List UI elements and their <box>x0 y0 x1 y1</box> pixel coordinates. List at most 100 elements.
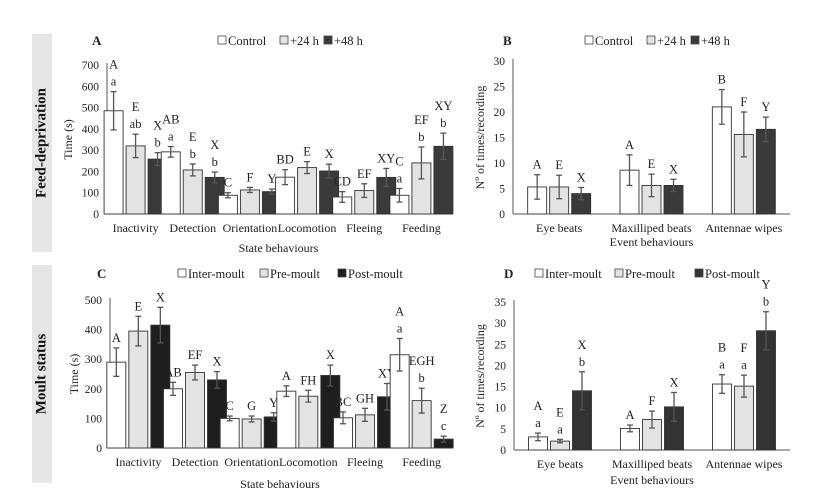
x-tick-label: Orientation <box>223 221 278 235</box>
x-axis-label: Event behaviours <box>610 473 694 487</box>
legend-label: +48 h <box>701 34 731 48</box>
significance-letter: a <box>535 416 541 430</box>
panel-label: D <box>504 266 513 281</box>
y-tick-label: 10 <box>494 158 506 170</box>
y-axis-label: Time (s) <box>67 354 81 395</box>
x-tick-label: Maxilliped beats <box>612 457 693 471</box>
bar <box>160 151 181 215</box>
legend-label: +24 h <box>290 34 320 48</box>
row-band-moult-status: Moult status <box>32 265 52 483</box>
significance-letter: b <box>440 116 446 130</box>
bar <box>298 395 319 449</box>
bar <box>239 189 260 215</box>
x-tick-label: Fleeing <box>347 455 383 469</box>
y-tick-label: 25 <box>495 339 507 351</box>
y-axis-label: Nº of times/recording <box>473 86 487 190</box>
legend-label: +24 h <box>657 34 687 48</box>
y-tick-label: 100 <box>85 413 103 425</box>
y-tick-label: 5 <box>499 184 505 196</box>
significance-letter: X <box>577 170 586 184</box>
significance-letter: A <box>625 138 634 152</box>
y-tick-label: 20 <box>494 107 506 119</box>
significance-letter: X <box>669 375 678 389</box>
legend-swatch <box>279 35 289 45</box>
x-tick-label: Feeding <box>402 455 441 469</box>
significance-letter: a <box>397 321 403 335</box>
y-tick-label: 20 <box>495 360 507 372</box>
significance-letter: E <box>648 157 656 171</box>
legend-swatch <box>534 268 544 278</box>
bar <box>297 167 318 215</box>
y-tick-label: 400 <box>82 124 100 136</box>
row-band-feed-deprivation: Feed-deprivation <box>32 34 52 252</box>
y-tick-label: 100 <box>82 188 100 200</box>
legend-label: Control <box>228 34 267 48</box>
significance-letter: EF <box>188 348 203 362</box>
significance-letter: GH <box>356 391 374 405</box>
significance-letter: C <box>225 399 233 413</box>
significance-letter: EF <box>414 113 429 127</box>
y-tick-label: 10 <box>495 403 507 415</box>
x-tick-label: Fleeing <box>346 221 382 235</box>
x-tick-label: Detection <box>172 455 219 469</box>
significance-letter: b <box>419 371 425 385</box>
significance-letter: XY <box>434 99 452 113</box>
legend-swatch <box>217 35 227 45</box>
significance-letter: X <box>325 147 334 161</box>
significance-letter: b <box>212 155 218 169</box>
significance-letter: A <box>112 331 121 345</box>
legend-label: Pre-moult <box>625 267 676 281</box>
y-tick-label: 25 <box>494 82 506 94</box>
significance-letter: A <box>625 408 634 422</box>
x-axis-label: Event behaviours <box>610 235 694 249</box>
y-tick-label: 0 <box>93 209 99 221</box>
y-tick-label: 300 <box>85 354 103 366</box>
significance-letter: a <box>741 358 747 372</box>
significance-letter: X <box>669 162 678 176</box>
significance-letter: C <box>395 154 403 168</box>
significance-letter: B <box>718 341 726 355</box>
y-tick-label: 0 <box>96 443 102 455</box>
significance-letter: Y <box>761 100 770 114</box>
legend-label: Inter-moult <box>545 267 602 281</box>
panel-d: D Inter-moult Pre-moult Post-moult 0 5 10 15 20 2… <box>473 266 790 487</box>
x-tick-label: Eye beats <box>537 457 584 471</box>
y-tick-label: 15 <box>495 382 507 394</box>
legend-swatch <box>646 35 656 45</box>
significance-letter: A <box>282 369 291 383</box>
x-axis-label: State behaviours <box>240 477 320 491</box>
y-tick-label: 30 <box>495 318 507 330</box>
significance-letter: E <box>135 299 143 313</box>
significance-letter: CD <box>334 175 351 189</box>
significance-letter: Y <box>269 396 278 410</box>
significance-letter: Y <box>267 172 276 186</box>
y-tick-label: 5 <box>500 424 506 436</box>
y-tick-label: 300 <box>82 145 100 157</box>
significance-letter: EGH <box>409 354 435 368</box>
significance-letter: c <box>441 419 447 433</box>
significance-letter: a <box>557 422 563 436</box>
significance-letter: E <box>556 405 564 419</box>
significance-letter: E <box>303 145 311 159</box>
legend-label: Pre-moult <box>270 267 321 281</box>
significance-letter: F <box>741 341 748 355</box>
x-tick-label: Antennae wipes <box>705 221 782 235</box>
legend-swatch <box>584 35 594 45</box>
significance-letter: BD <box>276 153 293 167</box>
legend-swatch <box>259 268 269 278</box>
significance-letter: X <box>326 348 335 362</box>
x-tick-label: Eye beats <box>536 221 583 235</box>
legend-swatch <box>323 35 333 45</box>
y-axis-label: Time (s) <box>61 119 75 160</box>
significance-letter: X <box>153 119 162 133</box>
significance-letter: G <box>247 399 256 413</box>
significance-letter: X <box>212 355 221 369</box>
significance-letter: E <box>555 158 563 172</box>
significance-letter: AB <box>162 113 179 127</box>
y-tick-label: 35 <box>495 297 507 309</box>
significance-letter: b <box>579 355 585 369</box>
bar <box>241 418 262 449</box>
y-tick-label: 200 <box>82 166 100 178</box>
y-tick-label: 400 <box>85 325 103 337</box>
y-tick-label: 500 <box>82 103 100 115</box>
